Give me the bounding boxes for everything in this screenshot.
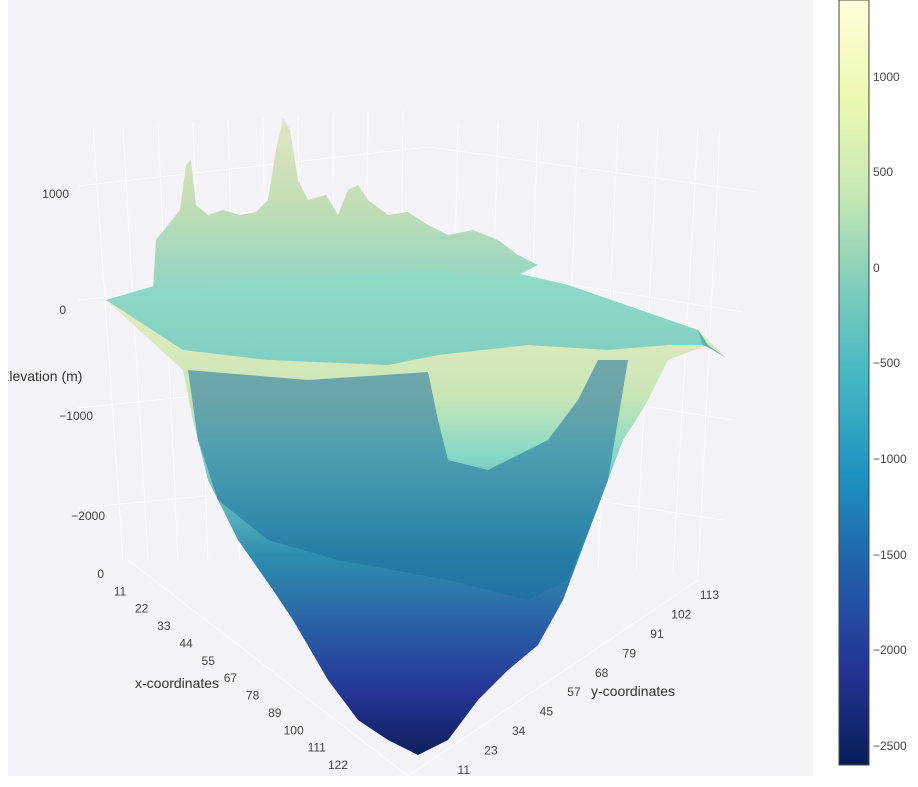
surface-peaks — [153, 118, 538, 290]
z-tick: −1000 — [59, 409, 93, 423]
x-tick: 55 — [202, 654, 216, 668]
colorbar-tick: 1000 — [873, 69, 900, 84]
y-tick: 57 — [567, 685, 581, 699]
surface-plot[interactable]: Elevation (m) x-coordinates y-coordinate… — [8, 0, 813, 776]
colorbar-tick: 500 — [873, 165, 894, 180]
colorbar-tick: −2500 — [873, 738, 907, 753]
x-tick: 22 — [135, 602, 149, 616]
colorbar-tick: −2000 — [873, 643, 907, 658]
y-axis-ticks: 11 23 34 45 57 68 79 91 102 113 — [458, 588, 720, 776]
x-tick: 111 — [308, 741, 327, 755]
y-tick: 102 — [671, 607, 691, 621]
y-tick: 79 — [623, 646, 637, 660]
x-tick: 100 — [284, 723, 304, 737]
surface-edge — [698, 330, 726, 358]
x-tick: 122 — [328, 758, 348, 772]
colorbar-tick: −1500 — [873, 547, 907, 562]
x-tick: 78 — [246, 689, 260, 703]
y-tick: 68 — [595, 666, 609, 680]
x-tick: 44 — [179, 636, 193, 650]
colorbar — [838, 0, 870, 766]
surface-plateau — [106, 255, 708, 365]
y-tick: 91 — [650, 627, 664, 641]
y-tick: 34 — [512, 724, 526, 738]
y-tick: 45 — [540, 705, 554, 719]
colorbar-tick: −500 — [873, 356, 901, 371]
y-axis-title: y-coordinates — [591, 683, 675, 699]
x-tick: 89 — [268, 706, 282, 720]
plot-scene[interactable]: Elevation (m) x-coordinates y-coordinate… — [8, 0, 813, 776]
x-tick: 0 — [97, 567, 104, 581]
z-tick: 1000 — [42, 187, 69, 201]
y-tick: 113 — [700, 588, 719, 602]
z-tick: 0 — [59, 303, 66, 317]
surface-trough — [188, 360, 628, 600]
z-axis-title: Elevation (m) — [8, 368, 82, 384]
x-tick: 33 — [157, 619, 171, 633]
z-axis-ticks: 1000 0 −1000 −2000 — [42, 187, 105, 523]
colorbar-tick: −1000 — [873, 452, 907, 466]
colorbar-tick: 0 — [873, 260, 880, 275]
y-tick: 11 — [458, 763, 471, 776]
y-tick: 23 — [484, 744, 498, 758]
z-tick: −2000 — [71, 509, 105, 523]
x-tick: 67 — [224, 671, 238, 685]
x-tick: 11 — [114, 584, 127, 598]
x-axis-title: x-coordinates — [135, 675, 219, 691]
